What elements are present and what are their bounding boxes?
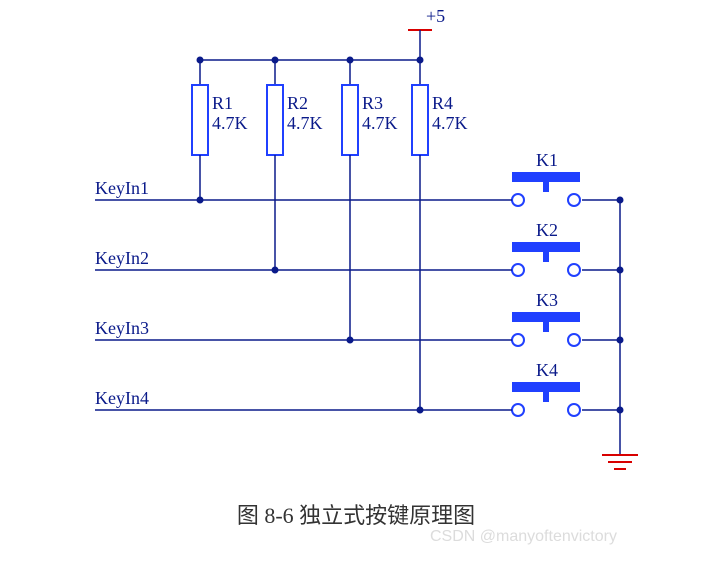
svg-text:K3: K3 [536,290,558,310]
svg-text:+5: +5 [426,6,445,26]
svg-text:R4: R4 [432,93,453,113]
svg-text:R2: R2 [287,93,308,113]
svg-text:KeyIn3: KeyIn3 [95,318,149,338]
svg-text:4.7K: 4.7K [212,113,248,133]
svg-text:KeyIn2: KeyIn2 [95,248,149,268]
svg-text:K4: K4 [536,360,558,380]
svg-text:KeyIn1: KeyIn1 [95,178,149,198]
svg-text:4.7K: 4.7K [287,113,323,133]
svg-text:K1: K1 [536,150,558,170]
svg-text:4.7K: 4.7K [362,113,398,133]
svg-text:K2: K2 [536,220,558,240]
svg-text:R3: R3 [362,93,383,113]
svg-text:4.7K: 4.7K [432,113,468,133]
svg-text:KeyIn4: KeyIn4 [95,388,149,408]
circuit-diagram: +5R14.7KR24.7KR34.7KR44.7KKeyIn1KeyIn2Ke… [0,0,712,562]
figure-caption: 图 8-6 独立式按键原理图 [0,498,712,530]
watermark: CSDN @manyoftenvictory [430,528,617,546]
svg-text:R1: R1 [212,93,233,113]
